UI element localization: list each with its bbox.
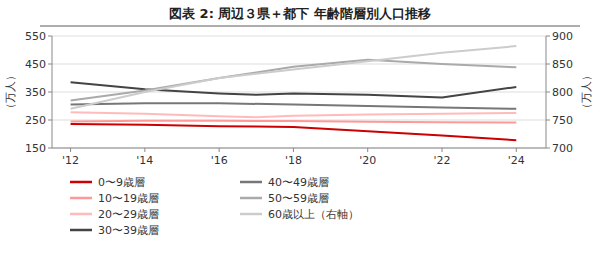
tick-mark (144, 148, 145, 152)
x-tick-label: '18 (285, 154, 302, 167)
y2-tick-label: 800 (552, 86, 573, 99)
legend-swatch (70, 213, 92, 216)
chart: 図表 2: 周辺３県＋都下 年齢階層別人口推移 150 250 350 450 550 70… (0, 0, 600, 269)
y2-tick-label: 850 (552, 58, 573, 71)
legend-swatch (70, 197, 92, 200)
tick-mark (516, 148, 517, 152)
x-tick-label: '22 (433, 154, 450, 167)
tick-mark (48, 148, 52, 149)
x-tick-label: '14 (136, 154, 153, 167)
series-line (71, 103, 517, 109)
tick-mark (546, 64, 550, 65)
legend-label: 10〜19歳層 (98, 192, 159, 205)
tick-mark (219, 148, 220, 152)
legend-label: 60歳以上（右軸） (268, 208, 359, 221)
tick-mark (48, 120, 52, 121)
lines (71, 46, 517, 140)
legend-swatch (70, 229, 92, 232)
tick-mark (48, 92, 52, 93)
legend: 0〜9歳層 10〜19歳層 20〜29歳層 30〜39歳層 40〜49歳層 50〜59歳層… (70, 176, 359, 237)
tick-mark (546, 92, 550, 93)
y2-tick-label: 900 (552, 30, 573, 43)
y2-axis-label: （万人） (580, 70, 593, 114)
x-tick-label: '20 (359, 154, 376, 167)
tick-mark (442, 148, 443, 152)
legend-label: 40〜49歳層 (268, 176, 329, 189)
x-axis-line (52, 148, 546, 149)
legend-swatch (240, 181, 262, 184)
legend-swatch (240, 197, 262, 200)
grid-line (52, 148, 546, 149)
tick-mark (48, 36, 52, 37)
tick-mark (546, 120, 550, 121)
legend-swatch (240, 213, 262, 216)
grid-line (52, 36, 546, 37)
tick-mark (48, 64, 52, 65)
x-tick-label: '12 (62, 154, 79, 167)
y-tick-label: 450 (25, 58, 46, 71)
y-axis-label: （万人） (4, 70, 17, 114)
y-tick-label: 350 (25, 86, 46, 99)
tick-mark (546, 36, 550, 37)
legend-label: 20〜29歳層 (98, 208, 159, 221)
y2-axis-line (546, 36, 547, 148)
series-line (71, 112, 517, 117)
legend-label: 50〜59歳層 (268, 192, 329, 205)
legend-label: 0〜9歳層 (98, 176, 145, 189)
x-tick-label: '24 (508, 154, 525, 167)
series-line (71, 121, 517, 123)
grid-line (52, 64, 546, 65)
x-tick-label: '16 (211, 154, 228, 167)
series-line (71, 82, 517, 97)
tick-mark (70, 148, 71, 152)
title-rule (40, 26, 580, 27)
y2-tick-label: 700 (552, 142, 573, 155)
y2-tick-label: 750 (552, 114, 573, 127)
legend-label: 30〜39歳層 (98, 224, 159, 237)
tick-mark (367, 148, 368, 152)
y-tick-label: 550 (25, 30, 46, 43)
y-tick-label: 150 (25, 142, 46, 155)
series-line (71, 124, 517, 140)
tick-mark (546, 148, 550, 149)
tick-mark (293, 148, 294, 152)
y-axis-line (52, 36, 53, 148)
y-tick-label: 250 (25, 114, 46, 127)
series-line (71, 46, 517, 109)
title: 図表 2: 周辺３県＋都下 年齢階層別人口推移 (169, 6, 431, 21)
legend-swatch (70, 181, 92, 184)
grid (52, 36, 546, 148)
